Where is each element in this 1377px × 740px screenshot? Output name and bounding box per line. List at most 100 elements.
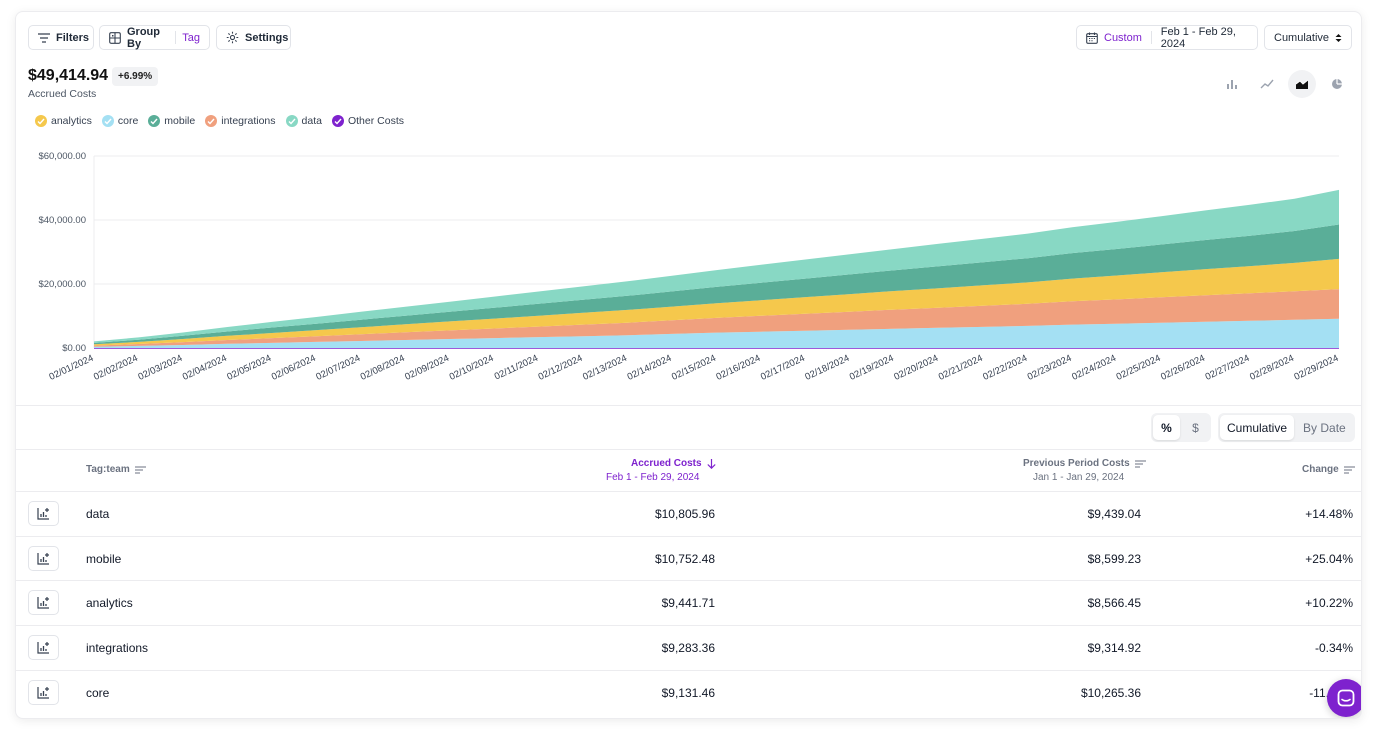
cell-name: integrations xyxy=(86,641,149,656)
pie-chart-icon[interactable] xyxy=(1323,70,1351,98)
unit-toggle: % $ xyxy=(1151,413,1211,442)
col-header-tag-label: Tag:team xyxy=(86,464,130,475)
x-tick-label: 02/11/2024 xyxy=(493,353,540,383)
legend-item[interactable]: Other Costs xyxy=(331,115,404,127)
y-tick-label: $0.00 xyxy=(62,343,86,354)
col-header-change[interactable]: Change xyxy=(1302,464,1355,475)
cell-change: +14.48% xyxy=(1305,507,1353,521)
settings-button[interactable]: Settings xyxy=(216,25,291,50)
x-tick-label: 02/10/2024 xyxy=(448,353,496,383)
sort-arrows-icon xyxy=(1335,33,1342,42)
x-tick-label: 02/09/2024 xyxy=(403,353,451,383)
legend-item[interactable]: analytics xyxy=(35,115,92,127)
x-tick-label: 02/02/2024 xyxy=(92,353,140,383)
check-icon xyxy=(331,115,344,127)
cell-change: -0.34% xyxy=(1314,641,1353,656)
calendar-icon xyxy=(1086,32,1098,44)
chart-plus-icon xyxy=(37,552,49,565)
chart-plus-icon xyxy=(37,686,49,699)
col-header-accrued[interactable]: Accrued Costs xyxy=(631,458,716,469)
cell-accrued: $10,752.48 xyxy=(654,551,715,566)
group-by-value: Tag xyxy=(182,31,200,44)
mode-toggle: Cumulative By Date xyxy=(1218,413,1355,442)
sort-lines-icon xyxy=(1343,465,1355,474)
date-range-button[interactable]: Custom Feb 1 - Feb 29, 2024 xyxy=(1076,25,1258,50)
col-header-tag[interactable]: Tag:team xyxy=(86,464,146,475)
cell-previous: $8,566.45 xyxy=(1087,596,1141,611)
cell-name: mobile xyxy=(86,551,122,566)
legend-item[interactable]: core xyxy=(101,115,138,127)
legend-label: mobile xyxy=(164,115,196,127)
cumulative-toggle[interactable]: Cumulative xyxy=(1220,415,1295,440)
table-row: analytics $9,441.71 $8,566.45 +10.22% xyxy=(16,580,1361,625)
cell-previous: $10,265.36 xyxy=(1080,685,1141,700)
filters-button[interactable]: Filters xyxy=(28,25,94,50)
percent-toggle[interactable]: % xyxy=(1153,415,1180,440)
cell-accrued: $9,441.71 xyxy=(661,596,715,611)
sort-lines-icon xyxy=(1134,459,1146,468)
legend-item[interactable]: integrations xyxy=(205,115,276,127)
dollar-toggle[interactable]: $ xyxy=(1192,420,1199,435)
chart-plus-icon xyxy=(37,508,49,520)
check-icon xyxy=(148,115,161,127)
grid-icon xyxy=(109,31,121,44)
x-tick-label: 02/25/2024 xyxy=(1115,353,1163,383)
area-chart: $0.00 $20,000.00 $40,000.00 $60,000.00 02/01… xyxy=(38,151,1340,383)
separator xyxy=(1150,31,1152,44)
x-tick-label: 02/12/2024 xyxy=(537,353,585,383)
x-tick-label: 02/24/2024 xyxy=(1070,353,1118,383)
table-row: core$9,131.46$10,265.36-11.05% xyxy=(16,669,1361,715)
cell-change: +10.22% xyxy=(1305,596,1353,611)
cell-accrued: $9,131.46 xyxy=(661,685,715,700)
check-icon xyxy=(205,115,218,127)
x-tick-label: 02/21/2024 xyxy=(937,353,985,383)
x-tick-label: 02/14/2024 xyxy=(626,353,674,383)
group-by-button[interactable]: Group By Tag xyxy=(99,25,210,50)
total-label: Accrued Costs xyxy=(28,88,97,100)
x-tick-label: 02/27/2024 xyxy=(1204,353,1252,383)
cell-change: +25.04% xyxy=(1305,551,1353,566)
col-header-previous-label: Previous Period Costs xyxy=(1023,458,1130,469)
by-date-toggle[interactable]: By Date xyxy=(1303,420,1346,435)
legend-label: data xyxy=(301,115,322,127)
row-chart-button[interactable] xyxy=(28,635,59,661)
x-tick-label: 02/13/2024 xyxy=(581,353,629,383)
divider xyxy=(16,449,1361,450)
bar-chart-icon[interactable] xyxy=(1218,70,1246,98)
row-chart-button[interactable] xyxy=(28,590,59,616)
col-header-accrued-label: Accrued Costs xyxy=(631,458,702,469)
cell-previous: $9,439.04 xyxy=(1087,507,1141,521)
cell-accrued: $9,283.36 xyxy=(661,641,715,656)
change-badge: +6.99% xyxy=(112,67,159,86)
series-area-integrations xyxy=(94,289,1339,347)
view-select[interactable]: Cumulative xyxy=(1264,25,1352,50)
legend-item[interactable]: mobile xyxy=(148,115,195,127)
x-tick-label: 02/28/2024 xyxy=(1248,353,1296,383)
date-range-text: Feb 1 - Feb 29, 2024 xyxy=(1160,25,1236,50)
x-tick-label: 02/04/2024 xyxy=(181,353,229,383)
cost-report-card: Filters Group By Tag Settings Custom Feb… xyxy=(15,11,1362,719)
chat-launcher-button[interactable] xyxy=(1327,679,1361,717)
total-cost: $49,414.94 xyxy=(28,67,109,84)
check-icon xyxy=(35,115,47,127)
x-tick-label: 02/18/2024 xyxy=(803,353,851,383)
table-row: mobile $10,752.48 $8,599.23 +25.04% xyxy=(16,535,1361,581)
table-row: data $10,805.96 $9,439.04 +14.48% xyxy=(16,491,1361,536)
y-tick-label: $20,000.00 xyxy=(38,279,86,290)
cell-name: analytics xyxy=(86,596,133,611)
chat-icon xyxy=(1337,689,1355,707)
col-header-previous[interactable]: Previous Period Costs xyxy=(1023,458,1146,469)
legend-item[interactable]: data xyxy=(285,115,322,127)
col-header-previous-sub: Jan 1 - Jan 29, 2024 xyxy=(1033,472,1125,483)
row-chart-button[interactable] xyxy=(28,501,59,526)
table-row: integrations $9,283.36 $9,314.92 -0.34% xyxy=(16,625,1361,670)
x-tick-label: 02/05/2024 xyxy=(225,353,273,383)
row-chart-button[interactable] xyxy=(28,545,59,571)
series-area-analytics xyxy=(94,258,1339,346)
divider xyxy=(16,405,1361,406)
area-chart-icon[interactable] xyxy=(1288,70,1316,98)
row-chart-button[interactable] xyxy=(28,679,59,705)
line-chart-icon[interactable] xyxy=(1253,70,1281,98)
x-tick-label: 02/20/2024 xyxy=(892,353,940,383)
x-tick-label: 02/22/2024 xyxy=(981,353,1029,383)
